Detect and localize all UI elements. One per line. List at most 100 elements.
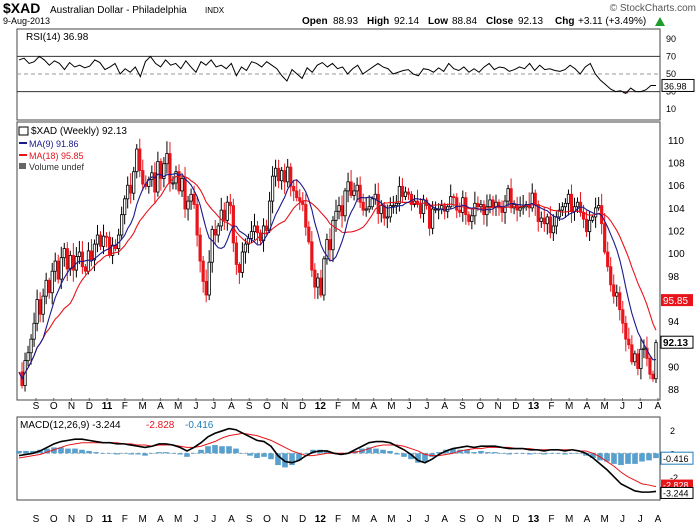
close-last-value: 92.13 xyxy=(663,338,688,349)
macd-histogram-bar xyxy=(632,453,638,464)
candle-body xyxy=(648,357,652,375)
candle-body xyxy=(500,207,504,213)
candle-body xyxy=(86,250,91,272)
macd-histogram-bar xyxy=(583,453,589,456)
candle-body xyxy=(304,204,308,228)
candle-body xyxy=(274,167,278,177)
macd-histogram-bar xyxy=(51,447,57,454)
macd-histogram-bar xyxy=(548,453,554,454)
time-axis-label: J xyxy=(211,401,216,412)
candle-body xyxy=(237,264,241,273)
macd-histogram-bar xyxy=(135,453,141,455)
time-axis-label: O xyxy=(476,401,484,412)
candle-body xyxy=(521,206,525,209)
macd-histogram-bar xyxy=(555,453,561,454)
candle-body xyxy=(545,216,549,225)
candle-body xyxy=(95,234,100,245)
macd-tick-label: 2 xyxy=(670,426,675,436)
candle-body xyxy=(412,200,417,205)
candle-body xyxy=(352,190,356,196)
candle-body xyxy=(443,205,447,212)
candle-body xyxy=(364,208,368,211)
time-axis-label: M xyxy=(138,401,146,412)
candle-body xyxy=(29,338,33,354)
time-axis-label: J xyxy=(424,514,429,525)
macd-histogram-bar xyxy=(366,447,372,454)
price-tick-label: 106 xyxy=(668,181,685,192)
candle-body xyxy=(189,193,193,202)
candle-body xyxy=(391,205,395,208)
time-axis-label: M xyxy=(352,401,360,412)
time-axis-label: A xyxy=(370,401,377,412)
candle-body xyxy=(292,185,296,192)
candle-body xyxy=(587,219,592,233)
ma9-legend-item: MA(9) 91.86 xyxy=(29,139,79,149)
time-axis-label: M xyxy=(565,401,573,412)
macd-histogram-bar xyxy=(86,450,92,454)
time-axis-label: N xyxy=(68,514,75,525)
time-axis-label: N xyxy=(281,514,288,525)
candle-body xyxy=(615,292,619,297)
macd-histogram-bar xyxy=(380,449,386,454)
macd-histogram-bar xyxy=(303,453,309,454)
macd-histogram-bar xyxy=(478,450,484,454)
time-axis-label: O xyxy=(50,401,58,412)
macd-histogram-bar xyxy=(247,453,253,456)
candle-body xyxy=(325,239,329,260)
candle-body xyxy=(316,277,320,288)
time-axis-label: A xyxy=(655,401,662,412)
candle-body xyxy=(171,182,175,185)
macd-histogram-bar xyxy=(198,449,204,454)
time-axis-label: F xyxy=(548,401,554,412)
candle-body xyxy=(385,216,389,219)
candle-body xyxy=(470,215,474,222)
macd-histogram-bar xyxy=(457,449,463,454)
candle-body xyxy=(138,148,142,171)
time-axis-label: J xyxy=(193,401,198,412)
candle-body xyxy=(156,161,160,193)
candle-body xyxy=(467,214,471,222)
macd-histogram-bar xyxy=(436,452,442,454)
time-axis-label: 13 xyxy=(528,514,540,525)
rsi-legend: RSI(14) 36.98 xyxy=(26,32,89,43)
macd-line xyxy=(18,427,657,493)
time-axis-label: J xyxy=(638,401,643,412)
ma18-last-value-box xyxy=(661,294,693,307)
macd-histogram-bar xyxy=(373,448,379,454)
time-axis-label: M xyxy=(387,401,395,412)
rsi-layer xyxy=(17,55,660,94)
candle-body xyxy=(639,348,643,369)
macd-histogram-bar xyxy=(240,453,246,454)
price-tick-label: 94 xyxy=(668,317,680,328)
candle-body xyxy=(243,243,248,253)
candle-body xyxy=(418,204,423,214)
time-axis-label: M xyxy=(601,514,609,525)
macd-histogram-bar xyxy=(275,453,281,466)
candle-body xyxy=(234,242,238,265)
macd-histogram-bar xyxy=(282,453,288,468)
candle-body xyxy=(267,200,272,231)
low-label: Low xyxy=(428,16,448,27)
candle-body xyxy=(497,201,501,209)
candle-body xyxy=(388,205,392,218)
candle-body xyxy=(560,206,565,211)
candle-body xyxy=(343,190,347,217)
macd-histogram-bar xyxy=(184,453,190,457)
time-axis-label: J xyxy=(638,514,643,525)
time-axis-label: J xyxy=(407,514,412,525)
time-axis-label: F xyxy=(122,401,128,412)
macd-histogram-bar xyxy=(212,445,218,454)
candle-body xyxy=(609,266,613,286)
time-axis-label: S xyxy=(459,401,466,412)
candle-body xyxy=(165,153,169,165)
candle-body xyxy=(201,260,205,282)
macd-histogram-bar xyxy=(268,453,274,460)
candle-body xyxy=(406,191,411,195)
symbol-label: $XAD xyxy=(3,0,40,16)
candle-body xyxy=(566,193,571,204)
candle-body xyxy=(434,208,438,211)
candle-body xyxy=(458,209,462,213)
macd-histogram-bar xyxy=(289,453,295,466)
macd-histogram-bar xyxy=(450,448,456,454)
macd-histogram-bar xyxy=(387,450,393,454)
